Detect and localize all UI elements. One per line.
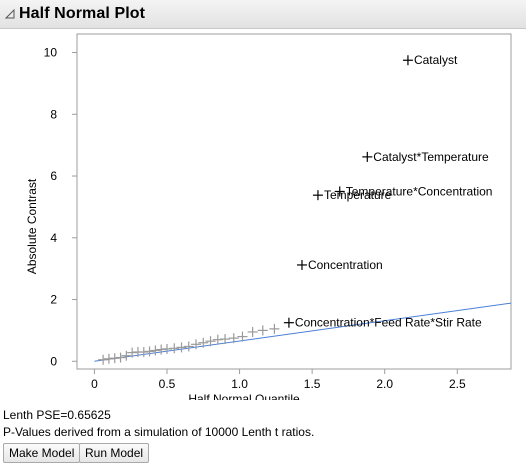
y-tick-label: 10 xyxy=(44,46,58,60)
pvalues-note: P-Values derived from a simulation of 10… xyxy=(3,425,315,439)
x-tick-label: 2.5 xyxy=(449,377,466,391)
triangle-down-icon[interactable] xyxy=(4,8,16,20)
data-point xyxy=(98,354,109,365)
plot-frame xyxy=(76,33,512,370)
y-tick-label: 6 xyxy=(50,169,57,183)
y-tick-label: 4 xyxy=(50,231,57,245)
data-point xyxy=(109,353,120,364)
data-point xyxy=(247,326,258,337)
data-point xyxy=(156,344,167,355)
data-point xyxy=(144,346,155,357)
data-point xyxy=(176,342,187,353)
data-point xyxy=(150,345,161,356)
point-label: Temperature*Concentration xyxy=(346,184,493,198)
x-tick-label: 2.0 xyxy=(376,377,393,391)
data-point-labeled xyxy=(362,151,373,162)
data-point xyxy=(269,323,280,334)
x-tick-label: 1.5 xyxy=(304,377,321,391)
data-point-labeled xyxy=(312,190,323,201)
data-point-labeled xyxy=(283,317,294,328)
x-tick-label: 0 xyxy=(91,377,98,391)
y-axis-label: Absolute Contrast xyxy=(25,178,39,274)
point-label: Concentration xyxy=(308,258,383,272)
data-point xyxy=(220,334,231,345)
data-point xyxy=(198,337,209,348)
x-axis-label: Half Normal Quantile xyxy=(188,392,300,400)
point-label: Temperature xyxy=(324,188,392,202)
panel-header[interactable]: Half Normal Plot xyxy=(0,0,526,29)
data-point-labeled xyxy=(296,259,307,270)
data-point xyxy=(212,334,223,345)
panel-title: Half Normal Plot xyxy=(19,5,146,22)
data-point xyxy=(121,350,132,361)
data-point xyxy=(115,352,126,363)
make-model-button[interactable]: Make Model xyxy=(3,443,81,463)
x-tick-label: 0.5 xyxy=(159,377,176,391)
run-model-button[interactable]: Run Model xyxy=(79,443,150,463)
data-point xyxy=(161,343,172,354)
y-tick-label: 2 xyxy=(50,293,57,307)
data-point xyxy=(237,331,248,342)
lenth-pse-text: Lenth PSE=0.65625 xyxy=(3,408,111,422)
x-tick-label: 1.0 xyxy=(231,377,248,391)
y-tick-label: 8 xyxy=(50,107,57,121)
reference-line xyxy=(94,302,512,362)
data-point xyxy=(205,336,216,347)
data-point xyxy=(103,353,114,364)
data-point xyxy=(183,341,194,352)
data-point xyxy=(257,325,268,336)
point-label: Concentration*Feed Rate*Stir Rate xyxy=(295,316,482,330)
data-point-labeled xyxy=(402,55,413,66)
data-point-labeled xyxy=(334,186,345,197)
data-point xyxy=(138,347,149,358)
y-tick-label: 0 xyxy=(50,354,57,368)
point-label: Catalyst xyxy=(414,53,458,67)
data-point xyxy=(127,347,138,358)
data-point xyxy=(228,333,239,344)
data-point xyxy=(191,339,202,350)
data-point xyxy=(169,343,180,354)
point-label: Catalyst*Temperature xyxy=(373,150,489,164)
half-normal-plot: 0 0.5 1.0 1.5 2.0 2.5 0 2 4 6 8 10 Half Normal Quant… xyxy=(25,33,512,400)
